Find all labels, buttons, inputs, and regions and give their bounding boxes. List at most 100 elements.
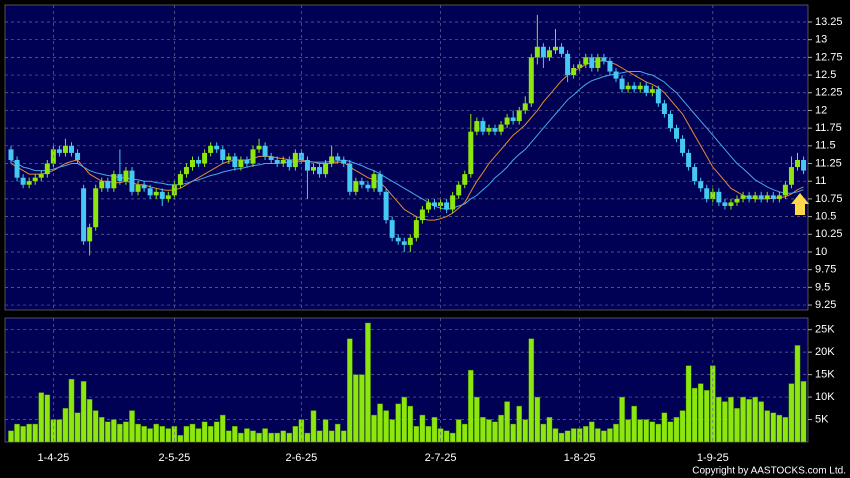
volume-bar xyxy=(776,414,783,443)
volume-bar xyxy=(716,396,722,443)
candle-body xyxy=(728,202,734,206)
candle-body xyxy=(323,163,329,175)
candle-body xyxy=(232,156,238,168)
volume-bar xyxy=(570,428,577,443)
candle-body xyxy=(56,149,62,153)
volume-bar xyxy=(480,417,486,443)
volume-bar xyxy=(141,426,147,443)
candle-body xyxy=(268,156,274,160)
volume-bar xyxy=(619,396,625,443)
candle-body xyxy=(534,46,540,58)
candle-body xyxy=(389,220,395,238)
volume-bar xyxy=(74,412,81,443)
volume-bar xyxy=(486,419,492,443)
candle-body xyxy=(371,174,377,189)
volume-bar xyxy=(655,423,662,443)
candle-body xyxy=(123,170,129,182)
candle-body xyxy=(111,174,117,189)
volume-bar xyxy=(788,383,795,443)
volume-bar xyxy=(697,383,704,443)
volume-bar xyxy=(661,412,668,443)
volume-bar xyxy=(225,430,232,443)
volume-bar xyxy=(304,432,311,443)
candle-body xyxy=(32,177,38,182)
plot-layer: 9.25 9.5 9.75 10 10.25 10.5 10.75 11 11.25 11.5 11… xyxy=(5,5,843,464)
candle-body xyxy=(698,181,704,189)
volume-bar xyxy=(32,423,38,443)
candle-body xyxy=(734,198,740,203)
x-tick-label: 2-6-25 xyxy=(286,452,318,464)
y-tick-label: 13 xyxy=(815,34,827,46)
candle-body xyxy=(226,156,232,160)
volume-bar xyxy=(98,417,105,443)
volume-bar xyxy=(38,392,45,443)
volume-bar xyxy=(268,432,274,443)
volume-bar xyxy=(679,410,686,443)
candle-body xyxy=(413,220,419,238)
candle-body xyxy=(480,121,486,132)
volume-bar xyxy=(316,430,323,443)
volume-bar xyxy=(207,426,214,443)
candle-body xyxy=(704,188,710,199)
y-tick-label: 13.25 xyxy=(815,16,843,28)
y-tick-label: 10.25 xyxy=(815,228,843,240)
candle-body xyxy=(801,159,807,171)
volume-bar xyxy=(365,322,371,443)
volume-bar xyxy=(68,378,75,443)
volume-bar xyxy=(685,365,692,443)
y-tick-label: 12.5 xyxy=(815,69,836,81)
candle-body xyxy=(637,85,643,90)
y-tick-label: 10K xyxy=(815,391,835,403)
candle-body xyxy=(220,149,226,160)
volume-bar xyxy=(292,426,299,443)
volume-bar xyxy=(468,369,474,443)
volume-bar xyxy=(44,394,51,443)
volume-bar xyxy=(625,419,631,443)
candle-body xyxy=(196,159,202,164)
candle-body xyxy=(256,145,262,150)
volume-bar xyxy=(740,396,746,443)
volume-bar xyxy=(123,421,129,443)
y-tick-label: 20K xyxy=(815,346,835,358)
y-tick-label: 9.25 xyxy=(815,299,836,311)
volume-bar xyxy=(153,423,160,443)
volume-bar xyxy=(219,414,226,443)
volume-bar xyxy=(728,396,734,443)
candle-body xyxy=(69,145,74,153)
volume-bar xyxy=(734,408,740,443)
y-tick-label: 10.75 xyxy=(815,193,843,205)
candle-body xyxy=(401,241,407,245)
candle-body xyxy=(8,149,14,160)
candle-body xyxy=(486,128,492,132)
volume-bar xyxy=(377,403,383,443)
candle-body xyxy=(522,103,528,111)
volume-bar xyxy=(431,417,438,443)
volume-bar xyxy=(177,435,184,443)
volume-bar xyxy=(250,430,256,443)
candle-body xyxy=(764,195,770,199)
candle-body xyxy=(419,209,425,221)
volume-bar xyxy=(80,381,87,443)
candle-body xyxy=(528,57,534,104)
candle-body xyxy=(347,163,353,192)
candle-body xyxy=(44,163,50,175)
candle-body xyxy=(93,188,99,228)
volume-bar xyxy=(262,428,268,443)
candle-body xyxy=(38,174,44,178)
y-tick-label: 11 xyxy=(815,175,826,187)
candle-body xyxy=(776,195,782,199)
volume-bar xyxy=(201,421,208,443)
volume-bar xyxy=(498,414,504,443)
y-tick-label: 12.75 xyxy=(815,51,843,63)
volume-bar xyxy=(328,430,335,443)
volume-bar xyxy=(117,423,123,443)
volume-bar xyxy=(111,419,117,443)
candle-body xyxy=(20,177,26,185)
volume-bar xyxy=(50,419,57,443)
volume-bar xyxy=(637,419,643,443)
candle-body xyxy=(546,50,552,58)
candle-body xyxy=(365,184,371,189)
candle-body xyxy=(353,181,359,192)
candle-body xyxy=(117,174,123,182)
volume-bar xyxy=(371,414,377,443)
